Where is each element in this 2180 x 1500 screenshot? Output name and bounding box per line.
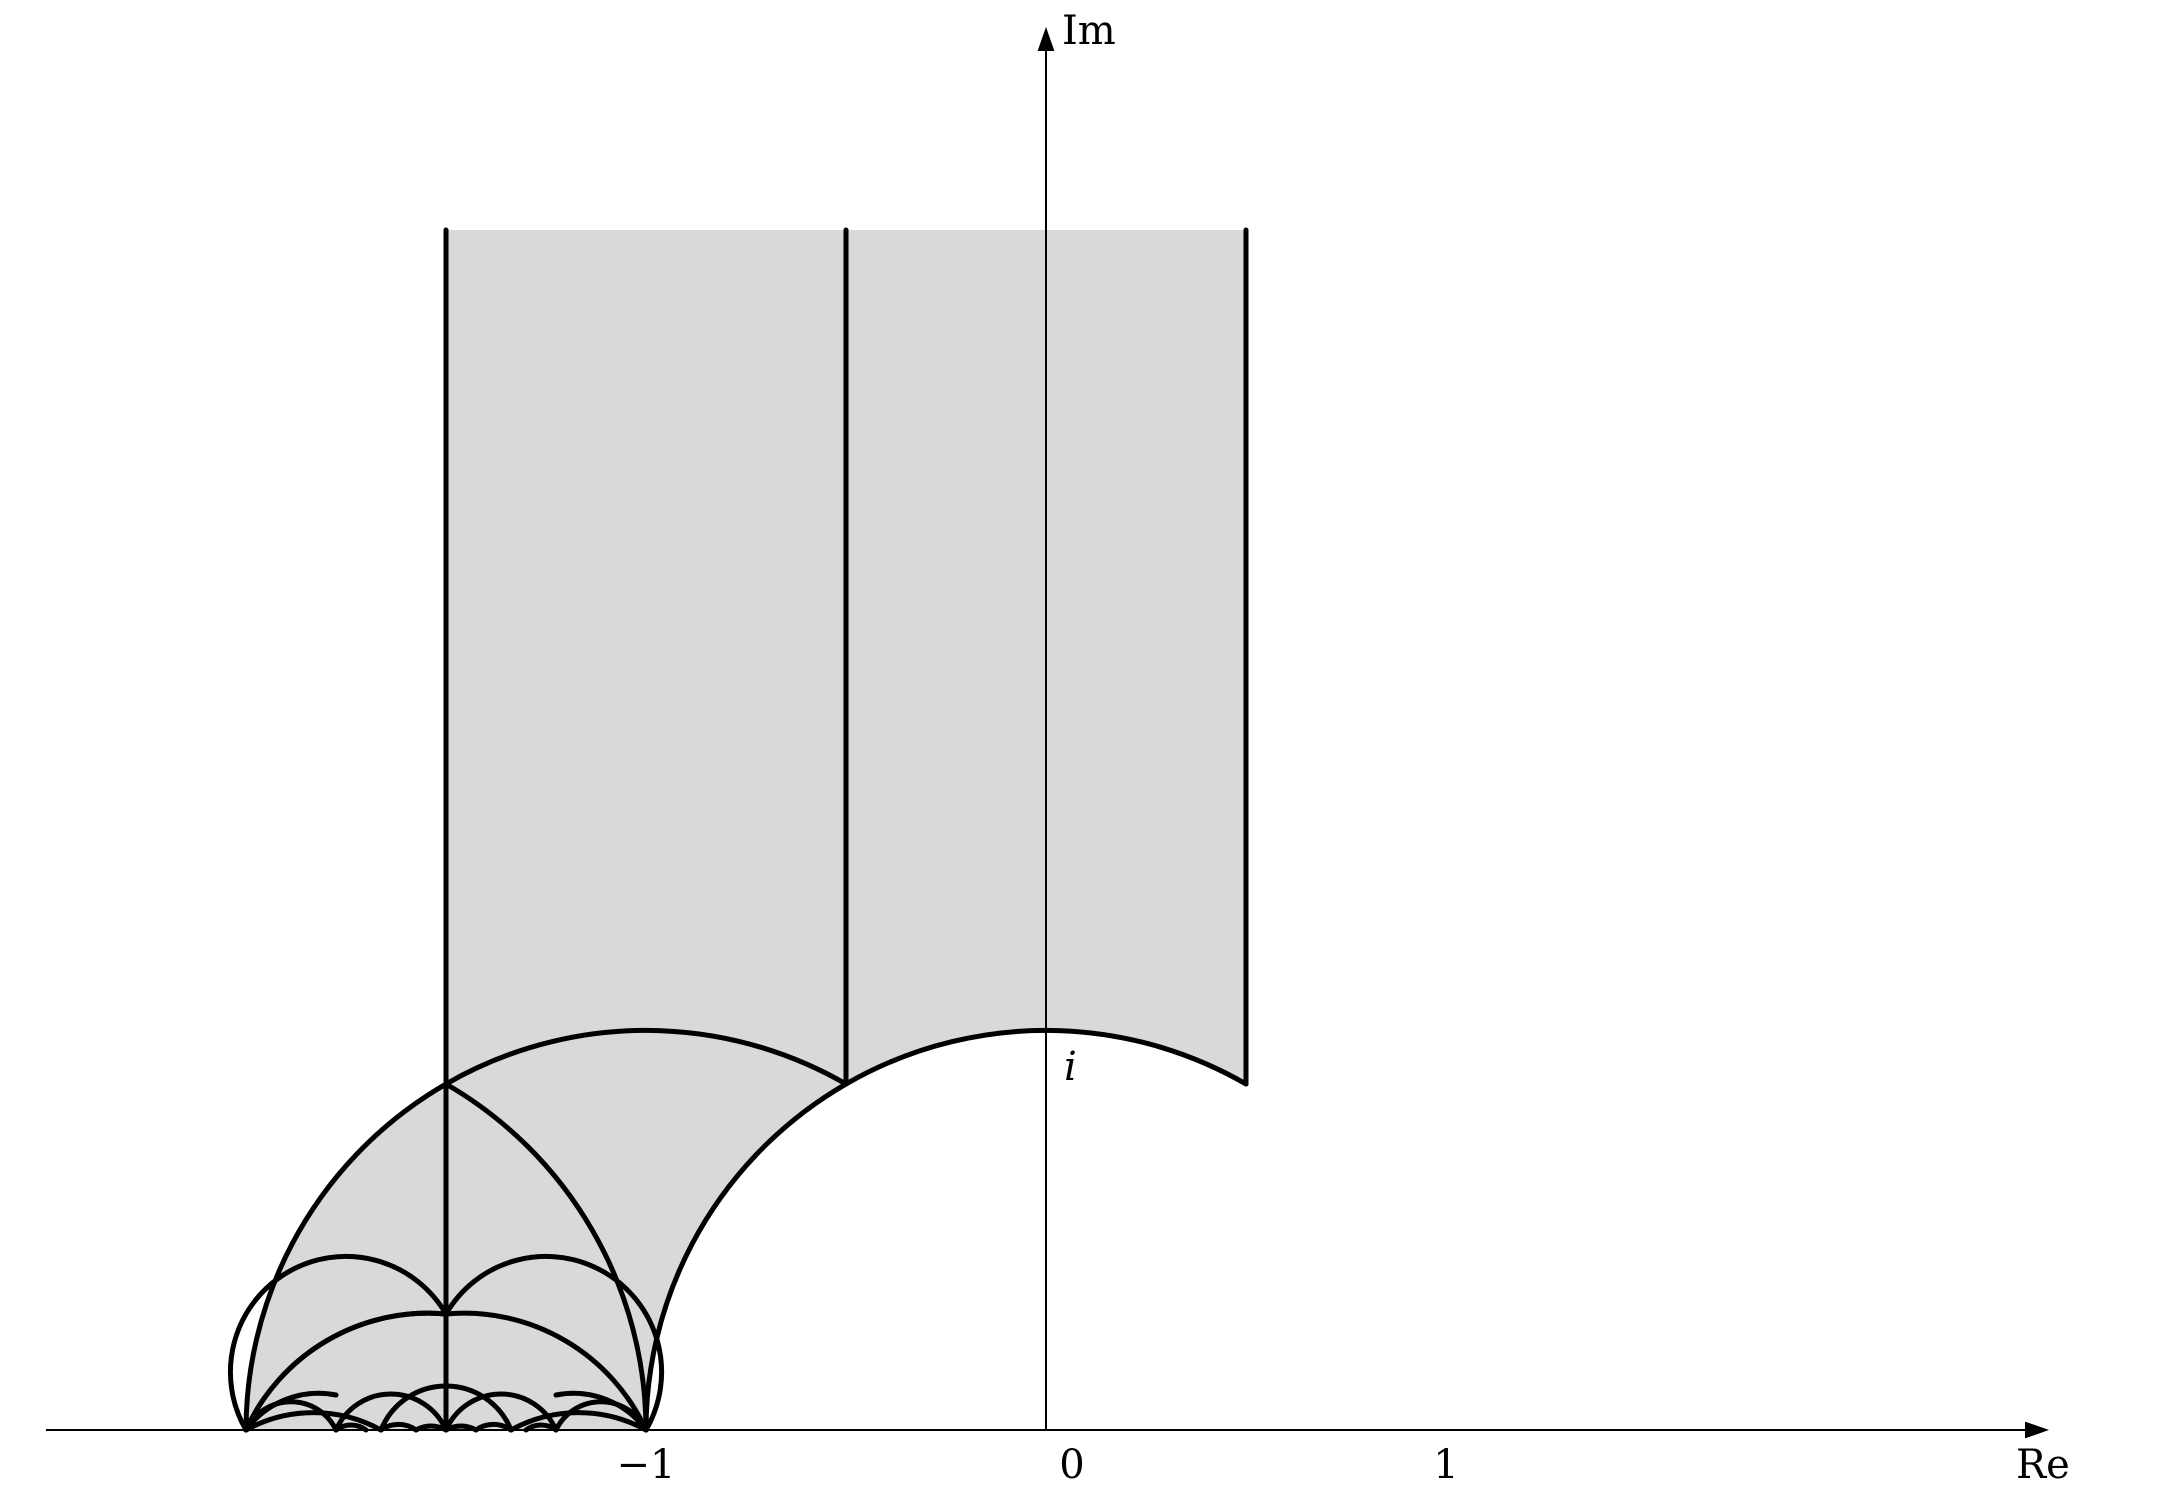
arc-hump-5 — [508, 1410, 649, 1433]
imaginary-axis-arrow-icon — [1037, 26, 1055, 51]
point-label-i: i — [1064, 1044, 1077, 1090]
arc-hump-1 — [227, 1253, 449, 1433]
arc-hump-2 — [443, 1253, 665, 1433]
arc-hump-12 — [378, 1421, 419, 1433]
tick-label-1: 1 — [1433, 1442, 1458, 1488]
real-axis-arrow-icon — [2025, 1421, 2050, 1439]
arc-hump-17 — [523, 1422, 559, 1433]
x-axis-label: Re — [2016, 1442, 2070, 1488]
arc-hump-8 — [333, 1391, 449, 1433]
tick-label-minus-1: −1 — [617, 1442, 676, 1488]
y-axis-label: Im — [1062, 8, 1116, 54]
arc-hump-11 — [553, 1399, 649, 1433]
arc-hump-7 — [378, 1383, 514, 1433]
arc-hump-16 — [333, 1422, 369, 1433]
arc-center-minus-2 — [443, 1081, 649, 1433]
arc-r200-left — [243, 1310, 449, 1433]
arc-hump-3 — [243, 1410, 384, 1433]
arc-hump-15 — [473, 1421, 514, 1433]
arc-minus1.5-minus1 — [443, 1310, 649, 1433]
shaded-region-parts — [246, 230, 1246, 1430]
tick-label-0: 0 — [1059, 1442, 1084, 1488]
arc-hump-9 — [443, 1391, 559, 1433]
tessellation-lines — [227, 227, 1249, 1433]
arc-hump-10 — [243, 1399, 339, 1433]
